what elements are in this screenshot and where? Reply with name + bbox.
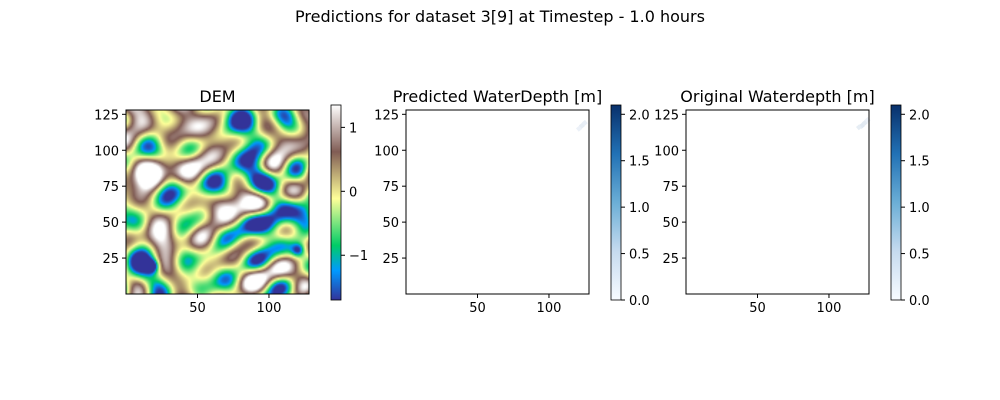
colorbar-tick-label: 1.0 [909, 201, 930, 216]
colorbar-tick-label: 2.0 [629, 108, 650, 123]
colorbar [610, 104, 622, 301]
colorbar-tick-label: 1.5 [909, 155, 930, 170]
water-depth-cell [581, 119, 588, 126]
axes-frame [405, 109, 590, 295]
x-tick-label: 50 [469, 301, 486, 316]
dem-raster [126, 110, 309, 294]
panel-title: Predicted WaterDepth [m] [393, 87, 602, 106]
colorbar-tick-label: 1 [349, 121, 357, 136]
x-tick-label: 100 [257, 301, 282, 316]
colorbar-tick-label: 2.0 [909, 108, 930, 123]
original-waterdepth-panel: Original Waterdepth [m] 50 100 25 50 75 100 125… [654, 87, 930, 316]
colorbar-tick-label: 0 [349, 185, 357, 200]
x-tick-label: 50 [749, 301, 766, 316]
y-tick-label: 75 [382, 180, 399, 195]
colorbar [890, 104, 902, 301]
dem-panel: DEM 50 100 25 50 75 100 125 −1 0 1 [94, 87, 368, 316]
colorbar-tick-label: 0.0 [629, 294, 650, 309]
colorbar-tick-label: −1 [349, 249, 368, 264]
colorbar-tick-label: 1.5 [629, 155, 650, 170]
x-tick-label: 50 [189, 301, 206, 316]
x-tick-label: 100 [537, 301, 562, 316]
y-tick-label: 25 [662, 252, 679, 267]
y-tick-label: 75 [662, 180, 679, 195]
plot-area [686, 110, 869, 294]
y-tick-label: 25 [102, 252, 119, 267]
y-tick-label: 100 [94, 144, 119, 159]
y-tick-label: 125 [654, 108, 679, 123]
y-tick-label: 125 [374, 108, 399, 123]
y-tick-label: 125 [94, 108, 119, 123]
y-tick-label: 50 [102, 216, 119, 231]
axes-frame [125, 109, 310, 295]
water-depth-cell [855, 124, 863, 131]
panel-title: Original Waterdepth [m] [680, 87, 874, 106]
plot-area [406, 110, 589, 294]
colorbar-tick-label: 1.0 [629, 201, 650, 216]
y-tick-label: 25 [382, 252, 399, 267]
axes-frame [685, 109, 870, 295]
x-tick-label: 100 [817, 301, 842, 316]
y-tick-label: 50 [382, 216, 399, 231]
colorbar-tick-label: 0.5 [909, 248, 930, 263]
water-depth-cell [575, 125, 583, 132]
y-tick-label: 100 [374, 144, 399, 159]
predicted-waterdepth-panel: Predicted WaterDepth [m] 50 100 25 50 75 100 12… [374, 87, 650, 316]
colorbar-tick-label: 0.0 [909, 294, 930, 309]
colorbar [330, 104, 342, 301]
panel-title: DEM [199, 87, 235, 106]
colorbar-tick-label: 0.5 [629, 248, 650, 263]
y-tick-label: 100 [654, 144, 679, 159]
y-tick-label: 75 [102, 180, 119, 195]
figure-title: Predictions for dataset 3[9] at Timestep… [295, 7, 705, 26]
y-tick-label: 50 [662, 216, 679, 231]
